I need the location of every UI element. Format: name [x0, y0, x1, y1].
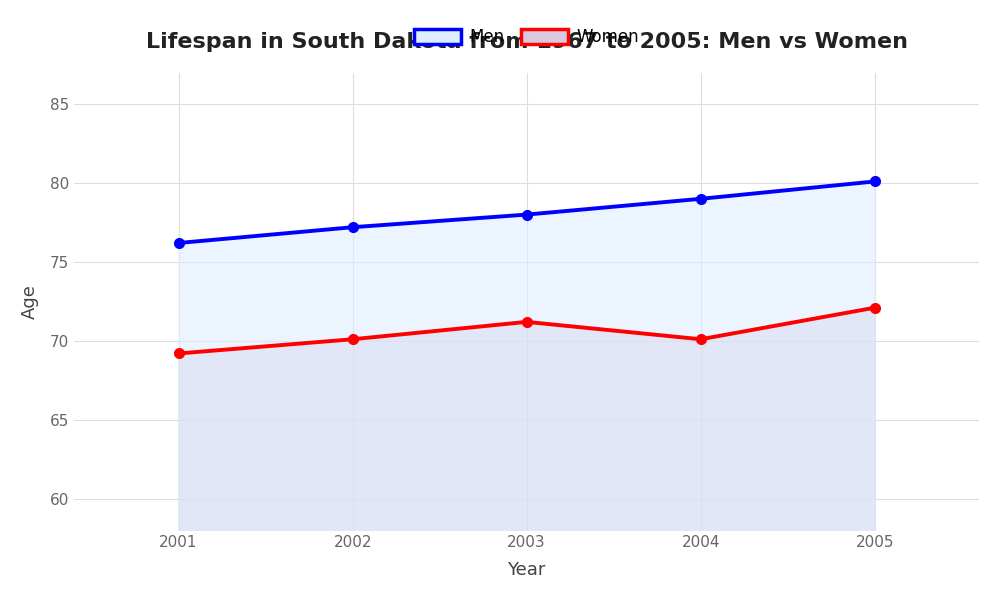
- Legend: Men, Women: Men, Women: [408, 22, 646, 53]
- X-axis label: Year: Year: [507, 561, 546, 579]
- Title: Lifespan in South Dakota from 1967 to 2005: Men vs Women: Lifespan in South Dakota from 1967 to 20…: [146, 32, 908, 52]
- Y-axis label: Age: Age: [21, 284, 39, 319]
